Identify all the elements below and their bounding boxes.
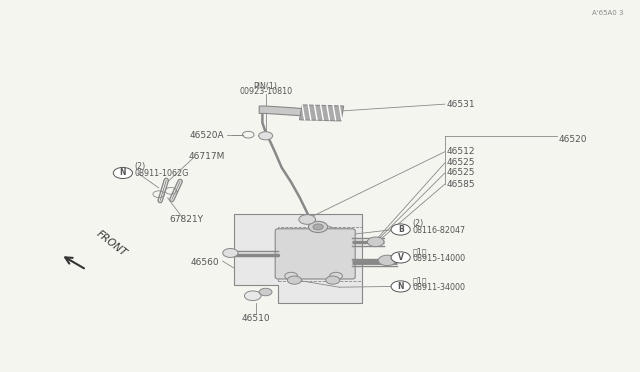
Polygon shape [259, 106, 333, 117]
Text: 46717M: 46717M [189, 153, 225, 161]
Text: (2): (2) [413, 219, 424, 228]
Text: 46520A: 46520A [189, 131, 224, 140]
Circle shape [299, 215, 316, 224]
Text: 46560: 46560 [191, 258, 220, 267]
Circle shape [285, 272, 298, 280]
Text: 08915-14000: 08915-14000 [413, 254, 466, 263]
Bar [278, 227, 362, 281]
Text: FRONT: FRONT [95, 229, 129, 259]
Text: 46512: 46512 [447, 147, 476, 156]
Polygon shape [300, 105, 344, 121]
Text: 46531: 46531 [447, 100, 476, 109]
Text: B: B [398, 225, 403, 234]
Circle shape [308, 221, 328, 232]
Text: 00923-10810: 00923-10810 [239, 87, 292, 96]
Text: 08116-82047: 08116-82047 [413, 226, 466, 235]
Text: 46585: 46585 [447, 180, 476, 189]
Circle shape [330, 272, 342, 280]
Text: 08911-34000: 08911-34000 [413, 283, 466, 292]
Circle shape [223, 248, 238, 257]
Circle shape [287, 276, 301, 284]
Text: N: N [120, 169, 126, 177]
Polygon shape [234, 214, 362, 303]
Circle shape [259, 288, 272, 296]
Text: 67821Y: 67821Y [170, 215, 204, 224]
Text: PIN(1): PIN(1) [253, 82, 278, 91]
Text: N: N [397, 282, 404, 291]
Circle shape [367, 237, 384, 247]
Text: V: V [397, 253, 404, 262]
Circle shape [326, 276, 340, 284]
Text: 08911-1062G: 08911-1062G [134, 169, 189, 178]
Circle shape [391, 281, 410, 292]
Text: (2): (2) [134, 162, 146, 171]
Circle shape [391, 252, 410, 263]
Text: 〈1〉: 〈1〉 [413, 247, 428, 256]
Text: A'65A0 3: A'65A0 3 [593, 10, 624, 16]
Circle shape [244, 291, 261, 301]
Text: 46520: 46520 [559, 135, 588, 144]
Circle shape [113, 167, 132, 179]
Text: 46525: 46525 [447, 158, 476, 167]
Text: 46510: 46510 [242, 314, 270, 323]
Circle shape [259, 132, 273, 140]
Circle shape [313, 224, 323, 230]
FancyBboxPatch shape [275, 229, 355, 279]
Text: 46525: 46525 [447, 169, 476, 177]
Circle shape [391, 224, 410, 235]
Text: 〈1〉: 〈1〉 [413, 276, 428, 285]
Circle shape [378, 255, 396, 266]
